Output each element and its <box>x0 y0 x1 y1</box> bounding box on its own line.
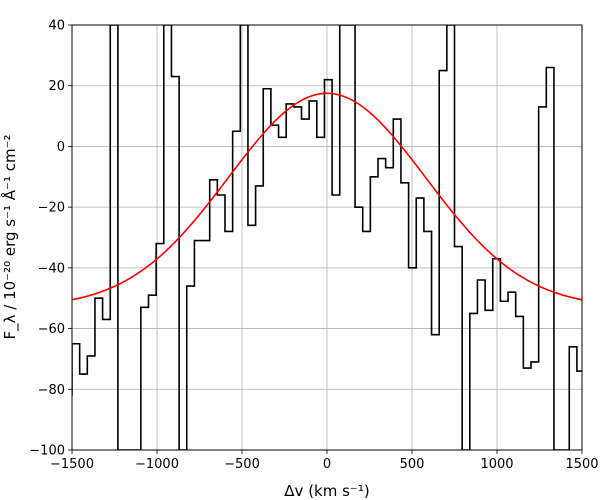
x-axis-label: Δv (km s⁻¹) <box>284 482 369 500</box>
x-tick-label: 1500 <box>565 457 598 472</box>
x-tick-label: 0 <box>323 457 331 472</box>
plot-area <box>72 25 582 450</box>
y-tick-label: −60 <box>38 322 65 337</box>
y-tick-label: 40 <box>48 19 65 34</box>
x-tick-label: 500 <box>400 457 425 472</box>
x-tick-label: −1000 <box>135 457 179 472</box>
axis-ticks: −1500 −1000 −500 0 500 1000 1500 −100 −80 −60 −40 −… <box>29 19 598 473</box>
x-tick-label: −500 <box>224 457 260 472</box>
gaussian-fit-line <box>72 92 582 301</box>
y-tick-label: −100 <box>29 444 65 459</box>
grid <box>71 24 583 451</box>
y-tick-label: −40 <box>38 261 65 276</box>
y-tick-label: −80 <box>38 383 65 398</box>
y-tick-label: −20 <box>38 201 65 216</box>
y-axis-label: F_λ / 10⁻²⁰ erg s⁻¹ Å⁻¹ cm⁻² <box>0 134 20 339</box>
y-tick-label: 20 <box>48 79 65 94</box>
x-tick-label: −1500 <box>50 457 94 472</box>
y-tick-label: 0 <box>57 140 65 155</box>
x-tick-label: 1000 <box>480 457 513 472</box>
